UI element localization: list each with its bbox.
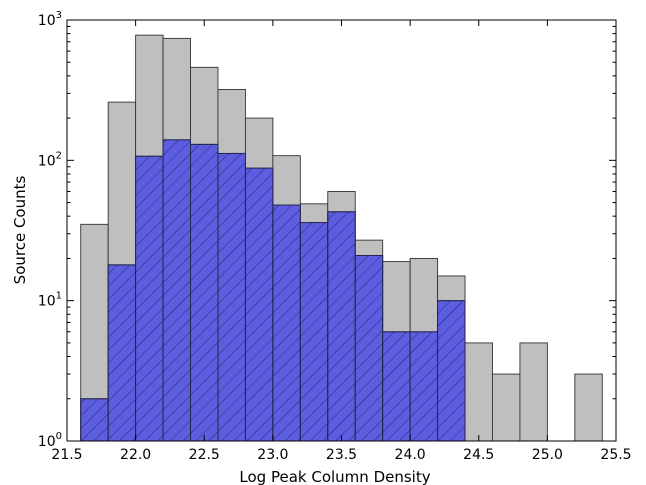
subset-bar-hatch-11 [382,331,411,442]
y-tick-label: 100 [38,431,62,450]
subset-bar-hatch-3 [162,139,191,442]
subset-bar-hatch-13 [437,300,466,442]
total-bar-18 [574,373,603,442]
x-tick-label: 21.5 [51,447,82,463]
subset-bar-hatch-7 [272,204,301,442]
x-tick-label: 24.5 [463,447,494,463]
y-axis-label: Source Counts [11,175,29,284]
x-tick-label: 25.0 [532,447,563,463]
subset-bar-hatch-6 [244,167,274,442]
subset-bar-hatch-9 [327,211,356,442]
x-tick-label: 25.5 [600,447,631,463]
y-tick-label: 101 [38,291,62,310]
subset-bar-hatch-12 [409,331,439,442]
ticks-layer: 21.5 22.0 22.5 23.0 23.5 24.0 24.5 25.0 25.5 100 1… [38,10,632,463]
total-bar-15 [492,373,521,442]
x-tick-label: 22.5 [189,447,220,463]
total-bar-16 [519,342,548,442]
subset-bar-hatch-10 [354,254,384,442]
total-bar-14 [464,342,493,442]
x-tick-label: 23.5 [326,447,357,463]
subset-bar-hatch-0 [80,398,109,442]
subset-bar-hatch-5 [217,152,246,442]
x-tick-label: 23.0 [257,447,288,463]
subset-bar-hatch-2 [135,155,164,442]
x-tick-label: 22.0 [120,447,151,463]
subset-bar-hatch-4 [190,143,219,442]
bars-layer [80,34,603,442]
x-tick-label: 24.0 [395,447,426,463]
subset-bar-hatch-8 [299,222,329,442]
x-axis-label: Log Peak Column Density [239,468,430,485]
y-tick-label: 102 [38,150,62,169]
subset-bar-hatch-1 [107,264,137,442]
y-tick-label: 103 [38,10,62,29]
